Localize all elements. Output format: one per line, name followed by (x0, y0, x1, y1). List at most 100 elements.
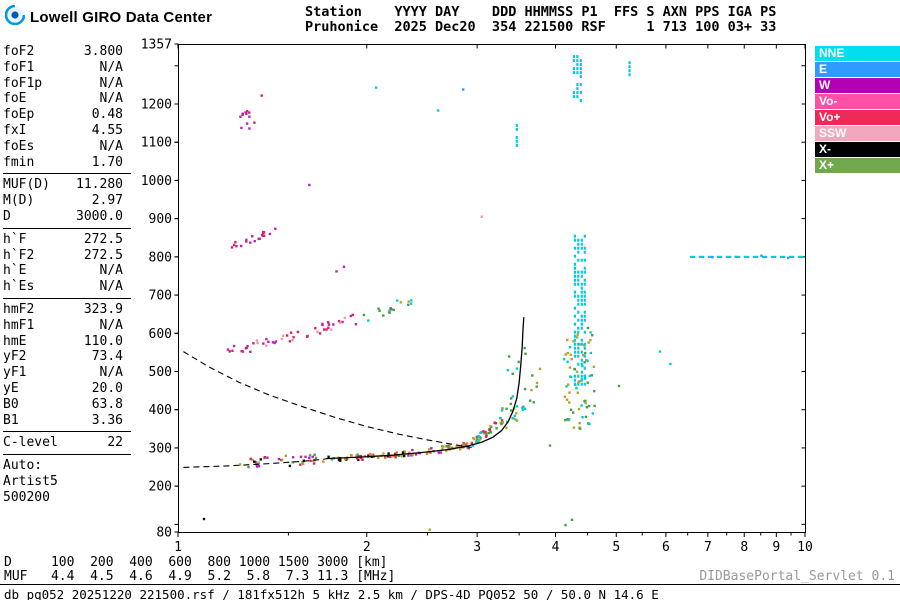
readout-label: h`F (3, 231, 27, 247)
echo-point (495, 427, 498, 430)
echo-point (586, 381, 589, 384)
legend-item-w: W (815, 78, 900, 93)
echo-point (567, 383, 570, 386)
readout-value: 110.0 (83, 333, 123, 349)
readout-label: h`Es (3, 279, 35, 295)
echo-point (462, 88, 465, 91)
brand-title: Lowell GIRO Data Center (30, 9, 213, 26)
readout-value: N/A (99, 91, 123, 107)
horizontal-echo-dash (689, 255, 696, 258)
rfi-streak-dash (580, 314, 583, 318)
rfi-streak-dash (579, 91, 582, 95)
rfi-streak-dash (577, 258, 580, 262)
rfi-streak-dash (580, 318, 583, 322)
readout-label: hmF2 (3, 301, 35, 317)
echo-point (437, 451, 440, 454)
echo-point (228, 350, 231, 353)
echo-point (248, 115, 251, 118)
rfi-streak-dash (580, 286, 583, 290)
legend-item-x-plus: X+ (815, 158, 900, 173)
rfi-streak-dash (573, 278, 576, 282)
echo-point (258, 237, 261, 240)
horizontal-echo-dash (752, 255, 759, 258)
readout-value: 0.48 (91, 107, 123, 123)
echo-point (428, 448, 431, 451)
echo-point (592, 365, 596, 368)
readout-value: 272.5 (83, 247, 123, 263)
echo-point (566, 418, 569, 421)
rfi-streak-dash (583, 302, 586, 306)
echo-point (312, 459, 315, 462)
rfi-streak-dash (576, 67, 579, 71)
readout-row: yF2 73.4 (3, 349, 131, 365)
readout-label: M(D) (3, 193, 35, 209)
echo-point (377, 307, 380, 310)
echo-point (262, 231, 266, 234)
echo-point (572, 426, 576, 429)
echo-point (304, 455, 307, 458)
echo-point (581, 416, 584, 419)
y-tick-label: 1000 (141, 174, 172, 189)
echo-point (392, 308, 395, 312)
panel-divider (3, 431, 131, 433)
echo-point (523, 346, 526, 350)
echo-point (476, 438, 479, 441)
echo-point (302, 462, 305, 465)
echo-point (589, 339, 592, 342)
echo-point (342, 265, 346, 268)
echo-point (430, 447, 433, 450)
echo-point (285, 334, 289, 337)
echo-point (253, 460, 256, 463)
echo-point (578, 379, 581, 383)
rfi-streak-dash (583, 366, 586, 370)
echo-point (483, 431, 486, 434)
rfi-streak-dash (573, 262, 576, 266)
echo-point (266, 456, 269, 459)
readout-label: B0 (3, 396, 19, 412)
x-tick-label: 8 (740, 540, 748, 555)
echo-point (299, 463, 302, 466)
rfi-streak-dash (515, 143, 518, 147)
echo-point (572, 340, 575, 343)
echo-point (515, 419, 519, 422)
echo-point (274, 340, 278, 343)
echo-point (327, 455, 330, 458)
parameter-panel: foF2 3.800 foF1 N/A foF1p N/A foE N/A foEp 0.48 fx… (3, 44, 131, 506)
echo-point (512, 407, 516, 410)
echo-point (509, 402, 512, 406)
readout-value: 3000.0 (76, 208, 123, 224)
echo-point (411, 448, 414, 452)
echo-point (576, 336, 579, 339)
echo-point (329, 328, 333, 331)
echo-point (500, 422, 503, 426)
echo-point (394, 452, 397, 456)
echo-point (306, 334, 309, 338)
echo-point (289, 331, 293, 334)
echo-point (506, 368, 510, 372)
rfi-streak-dash (580, 270, 583, 274)
rfi-streak-dash (628, 61, 631, 65)
rfi-streak-dash (577, 242, 580, 246)
rfi-streak-dash (583, 266, 586, 270)
echo-point (322, 460, 325, 463)
echo-point (377, 456, 380, 460)
echo-point (658, 350, 662, 353)
echo-point (327, 321, 330, 324)
echo-point (484, 430, 487, 434)
echo-point (455, 445, 458, 448)
echo-point (461, 446, 464, 449)
rfi-streak-dash (573, 234, 576, 238)
echo-point (452, 447, 456, 450)
readout-value: 3.36 (91, 412, 123, 428)
echo-point (255, 339, 259, 342)
echo-point (446, 444, 449, 448)
echo-point (462, 442, 465, 445)
horizontal-echo-dash (734, 255, 741, 258)
rfi-streak-dash (573, 350, 576, 354)
echo-point (577, 407, 581, 411)
echo-point (330, 458, 333, 461)
echo-point (582, 354, 585, 357)
echo-point (257, 237, 260, 241)
readout-row: foEs N/A (3, 139, 131, 155)
